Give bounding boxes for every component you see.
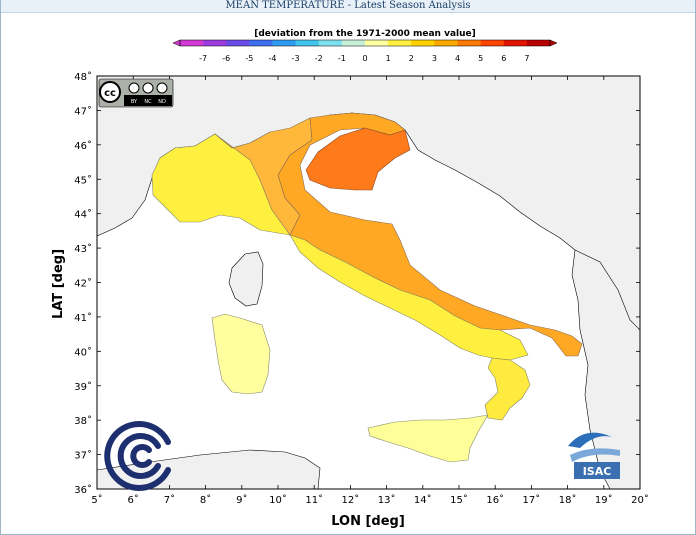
colorbar-segment	[434, 40, 458, 46]
cc-nc-label: NC	[144, 99, 152, 105]
colorbar-tick-label: 6	[501, 54, 506, 63]
x-tick-label: 15˚	[450, 494, 468, 506]
colorbar-segment	[503, 40, 528, 46]
cc-license-badge: cc BY NC ND	[98, 78, 174, 108]
y-tick-label: 36˚	[74, 484, 92, 496]
y-tick-label: 47˚	[74, 105, 92, 117]
colorbar-tick-label: -6	[222, 54, 230, 63]
colorbar: [deviation from the 1971-2000 mean value…	[172, 29, 558, 63]
colorbar-segment	[411, 40, 435, 46]
cc-by-label: BY	[131, 99, 138, 105]
x-tick-label: 11˚	[305, 494, 323, 506]
colorbar-segment	[480, 40, 505, 46]
colorbar-segment	[526, 40, 551, 46]
x-tick-label: 9˚	[236, 494, 247, 506]
colorbar-tick-label: 2	[409, 54, 414, 63]
y-tick-label: 37˚	[74, 450, 92, 462]
x-tick-label: 10˚	[269, 494, 287, 506]
nd-icon	[156, 82, 168, 94]
colorbar-segment	[249, 40, 273, 46]
isac-wave-lower-icon	[570, 448, 620, 462]
cc-icon-glyph: cc	[104, 88, 116, 99]
colorbar-segment	[457, 40, 481, 46]
x-tick-label: 14˚	[414, 494, 432, 506]
colorbar-tick-label: -3	[292, 54, 300, 63]
y-tick-label: 39˚	[74, 381, 92, 393]
x-tick-label: 20˚	[631, 494, 649, 506]
colorbar-tick-label: 7	[524, 54, 529, 63]
colorbar-tick-label: -2	[315, 54, 323, 63]
y-tick-label: 45˚	[74, 174, 92, 186]
colorbar-segment	[180, 40, 204, 46]
y-tick-label: 48˚	[74, 71, 92, 83]
colorbar-segment	[226, 40, 250, 46]
colorbar-tick-labels: -7 -6 -5 -4 -3 -2 -1 0 1 2 3 4 5 6 7	[199, 54, 529, 63]
colorbar-segment	[388, 40, 412, 46]
region-north-west	[151, 133, 291, 236]
cc-badge-strip	[124, 95, 172, 106]
x-tick-label: 13˚	[378, 494, 396, 506]
colorbar-segments	[172, 39, 558, 47]
x-tick-label: 12˚	[342, 494, 360, 506]
map-panel: 5˚ 6˚ 7˚ 8˚ 9˚ 10˚ 11˚ 12˚ 13˚ 14˚ 15˚ 16˚ 17˚ 18˚ 19˚…	[51, 71, 649, 529]
isac-label-box	[574, 462, 620, 479]
colorbar-segment	[318, 40, 343, 46]
land-corsica	[228, 251, 264, 307]
colorbar-tick-label: 1	[386, 54, 391, 63]
page-header-title: MEAN TEMPERATURE - Latest Season Analysi…	[1, 0, 695, 13]
x-tick-label: 5˚	[91, 494, 102, 506]
colorbar-tick-label: 5	[478, 54, 483, 63]
x-tick-label: 16˚	[486, 494, 504, 506]
x-tick-label: 19˚	[595, 494, 613, 506]
by-icon	[128, 82, 140, 94]
colorbar-tick-label: -4	[269, 54, 277, 63]
y-tick-label: 42˚	[74, 278, 92, 290]
colorbar-tick-label: 4	[455, 54, 460, 63]
x-axis-title: LON [deg]	[331, 514, 405, 529]
colorbar-segment	[272, 40, 296, 46]
region-sardinia	[211, 313, 271, 395]
colorbar-min-arrow	[172, 39, 181, 47]
y-tick-label: 40˚	[74, 346, 92, 358]
y-tick-label: 41˚	[74, 312, 92, 324]
colorbar-tick-label: -5	[245, 54, 253, 63]
isac-label: ISAC	[583, 465, 612, 478]
colorbar-segment	[203, 40, 227, 46]
colorbar-tick-label: -7	[199, 54, 207, 63]
y-tick-label: 44˚	[74, 209, 92, 221]
colorbar-title: [deviation from the 1971-2000 mean value…	[254, 29, 476, 39]
colorbar-tick-label: -1	[338, 54, 346, 63]
cnr-logo	[104, 421, 171, 491]
italy-anomaly-field	[151, 112, 583, 463]
x-tick-label: 8˚	[200, 494, 211, 506]
region-north-east	[305, 127, 411, 191]
x-tick-label: 17˚	[523, 494, 541, 506]
region-tyrrhenian-coast	[289, 234, 529, 361]
colorbar-segment	[341, 40, 366, 46]
y-axis-title: LAT [deg]	[51, 249, 66, 319]
colorbar-segment	[365, 40, 389, 46]
nc-icon	[142, 82, 154, 94]
region-sicily	[367, 414, 489, 463]
isac-logo: ISAC	[568, 432, 620, 479]
colorbar-tick-label: 3	[432, 54, 437, 63]
x-axis-ticks: 5˚ 6˚ 7˚ 8˚ 9˚ 10˚ 11˚ 12˚ 13˚ 14˚ 15˚ 16˚ 17˚ 18˚ 19˚…	[91, 76, 649, 506]
y-tick-label: 43˚	[74, 243, 92, 255]
colorbar-max-arrow	[549, 39, 558, 47]
colorbar-tick-label: 0	[362, 54, 367, 63]
x-tick-label: 18˚	[559, 494, 577, 506]
y-tick-label: 46˚	[74, 140, 92, 152]
y-axis-ticks: 48˚ 47˚ 46˚ 45˚ 44˚ 43˚ 42˚ 41˚ 40˚ 39˚ 38˚ 37˚ 36˚	[74, 71, 640, 496]
y-tick-label: 38˚	[74, 415, 92, 427]
cc-nd-label: ND	[158, 99, 166, 105]
colorbar-segment	[295, 40, 320, 46]
region-south	[484, 357, 531, 421]
x-tick-label: 7˚	[164, 494, 175, 506]
isac-wave-icon	[568, 432, 612, 448]
colorbar-outline	[179, 39, 551, 47]
cc-icon	[99, 81, 121, 103]
x-tick-label: 6˚	[128, 494, 139, 506]
